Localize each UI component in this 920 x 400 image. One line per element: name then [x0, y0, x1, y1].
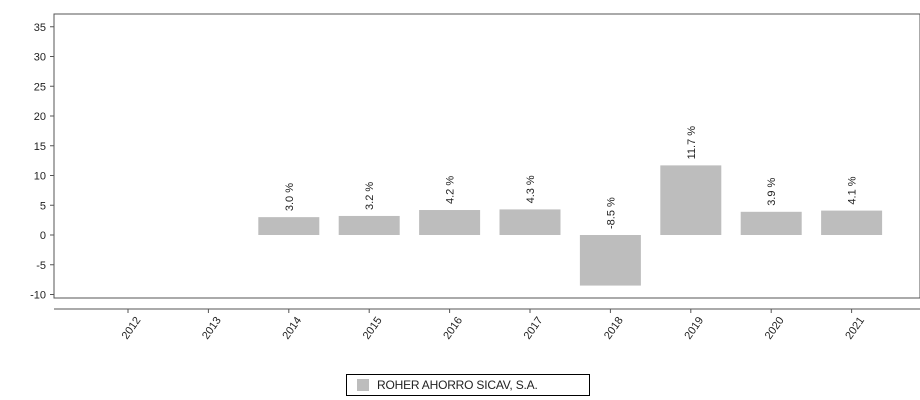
- y-tick-label: 0: [40, 230, 46, 242]
- y-tick-label: 5: [40, 200, 46, 212]
- bar-2014: [258, 217, 320, 235]
- bar-value-label: 4.2 %: [445, 176, 457, 204]
- bar-value-label: 3.9 %: [766, 177, 778, 205]
- bar-2018: [579, 235, 641, 286]
- x-tick-label: 2016: [441, 315, 465, 342]
- plot-frame: [53, 13, 920, 299]
- x-tick-label: 2012: [120, 315, 144, 342]
- bar-2016: [419, 210, 481, 235]
- y-tick-label: 20: [34, 111, 46, 123]
- x-tick-label: 2013: [200, 315, 224, 342]
- x-tick-label: 2017: [522, 315, 546, 342]
- y-tick-label: 10: [34, 171, 46, 183]
- legend-label: ROHER AHORRO SICAV, S.A.: [377, 378, 538, 392]
- bar-value-label: 3.2 %: [364, 182, 376, 210]
- bar-2019: [660, 165, 722, 235]
- bar-value-label: 3.0 %: [284, 183, 296, 211]
- x-tick-label: 2021: [843, 315, 867, 342]
- bar-value-label: 4.1 %: [847, 176, 859, 204]
- bar-value-label: -8.5 %: [605, 197, 617, 229]
- y-tick-label: -10: [30, 290, 46, 302]
- y-tick-label: 30: [34, 52, 46, 64]
- y-tick-label: 35: [34, 22, 46, 34]
- bar-2021: [821, 210, 883, 235]
- legend-swatch: [357, 379, 369, 391]
- x-tick-label: 2014: [280, 315, 304, 342]
- y-tick-label: -5: [36, 260, 46, 272]
- x-tick-label: 2015: [361, 315, 385, 342]
- bar-2015: [338, 215, 400, 235]
- x-tick-label: 2019: [682, 315, 706, 342]
- y-tick-label: 25: [34, 81, 46, 93]
- bar-2017: [499, 209, 561, 235]
- y-tick-label: 15: [34, 141, 46, 153]
- x-tick-label: 2020: [763, 315, 787, 342]
- x-tick-label: 2018: [602, 315, 626, 342]
- bar-value-label: 11.7 %: [686, 126, 698, 160]
- legend: ROHER AHORRO SICAV, S.A.: [346, 374, 590, 396]
- bar-value-label: 4.3 %: [525, 175, 537, 203]
- bar-2020: [740, 211, 802, 235]
